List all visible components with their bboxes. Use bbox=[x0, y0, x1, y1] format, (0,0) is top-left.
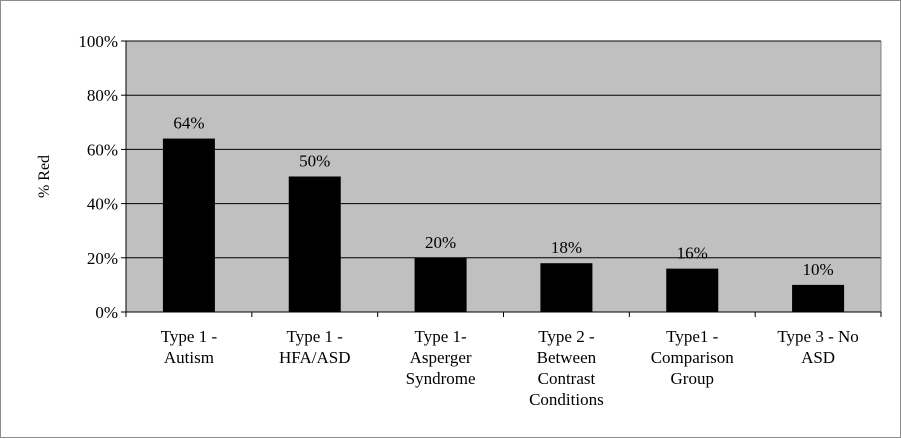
category-label-line: Asperger bbox=[410, 348, 472, 367]
category-label: Type1 - Comparison Group bbox=[651, 327, 735, 388]
data-label: 18% bbox=[551, 238, 582, 257]
category-label-line: Conditions bbox=[529, 390, 604, 409]
data-label: 64% bbox=[173, 114, 204, 133]
y-tick-label: 40% bbox=[87, 195, 118, 214]
category-label-line: Type1 - bbox=[666, 327, 718, 346]
bar bbox=[792, 284, 845, 312]
category-label-line: Contrast bbox=[538, 369, 596, 388]
category-label-line: ASD bbox=[801, 348, 835, 367]
bar bbox=[540, 263, 593, 312]
category-label: Type 3 - No ASD bbox=[777, 327, 858, 367]
category-label-line: Syndrome bbox=[406, 369, 476, 388]
bar bbox=[288, 176, 341, 312]
data-label: 10% bbox=[802, 260, 833, 279]
category-label-line: Comparison bbox=[651, 348, 735, 367]
category-label-line: Autism bbox=[164, 348, 214, 367]
bar bbox=[414, 257, 467, 312]
bar bbox=[666, 268, 719, 312]
category-label-line: Type 1- bbox=[415, 327, 467, 346]
category-label-line: HFA/ASD bbox=[279, 348, 350, 367]
category-label-line: Between bbox=[537, 348, 597, 367]
category-label-line: Type 3 - No bbox=[777, 327, 858, 346]
category-label: Type 1 - HFA/ASD bbox=[279, 327, 350, 367]
data-label: 50% bbox=[299, 152, 330, 171]
data-label: 20% bbox=[425, 233, 456, 252]
y-tick-label: 20% bbox=[87, 249, 118, 268]
y-tick-label: 80% bbox=[87, 86, 118, 105]
plot-area bbox=[126, 41, 881, 312]
category-label-line: Type 1 - bbox=[161, 327, 218, 346]
y-axis-title: % Red bbox=[36, 155, 53, 198]
category-label-line: Group bbox=[671, 369, 714, 388]
y-tick-label: 100% bbox=[78, 32, 118, 51]
category-label: Type 1- Asperger Syndrome bbox=[406, 327, 476, 388]
y-tick-label: 0% bbox=[95, 303, 118, 322]
category-label-line: Type 2 - bbox=[538, 327, 595, 346]
category-label-line: Type 1 - bbox=[287, 327, 344, 346]
data-label: 16% bbox=[677, 244, 708, 263]
y-tick-label: 60% bbox=[87, 140, 118, 159]
category-label: Type 1 - Autism bbox=[161, 327, 218, 367]
bar bbox=[162, 138, 215, 312]
category-label: Type 2 - Between Contrast Conditions bbox=[529, 327, 604, 409]
